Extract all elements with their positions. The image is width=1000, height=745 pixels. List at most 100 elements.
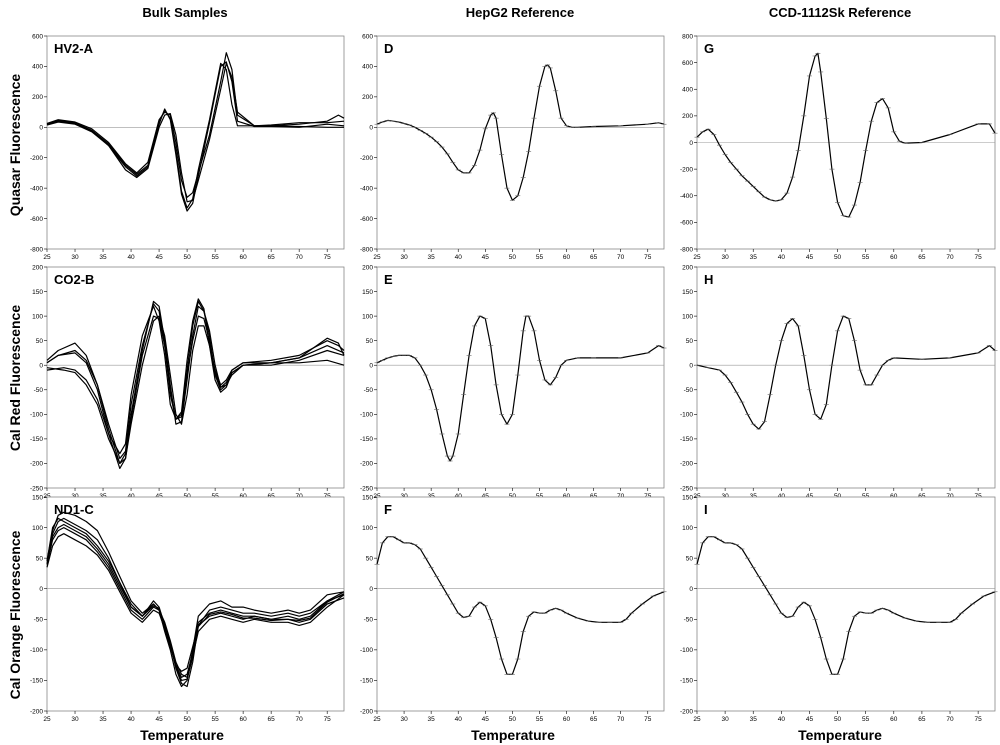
x-tick-label: 60 [240, 493, 248, 500]
y-tick-label: -150 [360, 678, 373, 685]
series-line [46, 315, 345, 469]
y-tick-label: 0 [39, 586, 43, 593]
x-tick-label: 35 [750, 254, 758, 261]
y-tick-label: 600 [682, 60, 693, 67]
series-line [46, 315, 345, 464]
panel-d: -800 -600 -400 -200 0 200 400 600 25 30 35 40 45 50 55… [360, 33, 667, 261]
y-tick-label: -400 [30, 185, 43, 192]
x-tick-label: 70 [617, 716, 625, 723]
x-tick-label: 40 [455, 254, 463, 261]
x-tick-label: 25 [373, 254, 381, 261]
y-tick-label: -800 [360, 246, 373, 253]
x-tick-label: 75 [975, 493, 983, 500]
x-tick-label: 25 [693, 493, 701, 500]
y-tick-label: 600 [362, 33, 373, 40]
y-tick-label: 0 [689, 586, 693, 593]
y-tick-label: 150 [32, 494, 43, 501]
x-tick-label: 70 [296, 254, 304, 261]
y-tick-label: 50 [366, 338, 374, 345]
y-tick-label: -250 [360, 485, 373, 492]
x-tick-label: 35 [99, 254, 107, 261]
y-tick-label: -200 [360, 461, 373, 468]
x-tick-label: 30 [400, 254, 408, 261]
x-tick-label: 75 [324, 493, 332, 500]
x-tick-label: 75 [975, 254, 983, 261]
x-tick-label: 30 [721, 254, 729, 261]
y-tick-label: -200 [680, 708, 693, 715]
x-tick-label: 50 [183, 493, 191, 500]
y-tick-label: -200 [30, 155, 43, 162]
y-tick-label: 200 [32, 94, 43, 101]
x-tick-label: 50 [183, 716, 191, 723]
y-tick-label: 0 [39, 125, 43, 132]
x-tick-label: 60 [890, 493, 898, 500]
series-line [376, 536, 665, 675]
x-tick-label: 45 [806, 254, 814, 261]
column-title-hepg2: HepG2 Reference [466, 5, 574, 20]
y-tick-label: 0 [369, 125, 373, 132]
x-tick-label: 40 [455, 493, 463, 500]
x-tick-label: 75 [644, 493, 652, 500]
x-tick-label: 75 [324, 716, 332, 723]
x-tick-label: 60 [890, 254, 898, 261]
x-tick-label: 35 [428, 716, 436, 723]
y-tick-label: 100 [682, 313, 693, 320]
column-title-ccd: CCD-1112Sk Reference [769, 5, 911, 20]
plot-area [696, 266, 996, 489]
y-tick-label: 150 [682, 289, 693, 296]
y-tick-label: -150 [680, 436, 693, 443]
x-tick-label: 30 [400, 493, 408, 500]
plot-area [376, 496, 665, 712]
x-tick-label: 35 [750, 493, 758, 500]
y-tick-label: -200 [30, 461, 43, 468]
x-tick-label: 50 [509, 254, 517, 261]
y-tick-label: -800 [680, 246, 693, 253]
x-tick-label: 70 [617, 254, 625, 261]
x-tick-label: 55 [211, 493, 219, 500]
x-tick-label: 35 [99, 716, 107, 723]
panel-co2-b: -250 -200 -150 -100 -50 0 50 100 150 200 25 30 35 40 4… [30, 264, 345, 500]
panel-e: -250 -200 -150 -100 -50 0 50 100 150 200 25 30 35 40 4… [360, 264, 667, 500]
x-tick-label: 25 [373, 716, 381, 723]
y-tick-label: 150 [362, 289, 373, 296]
x-axis-label-col3: Temperature [798, 727, 882, 743]
y-tick-label: 100 [682, 525, 693, 532]
y-tick-label: -100 [30, 647, 43, 654]
y-tick-label: 800 [682, 33, 693, 40]
y-tick-label: -100 [680, 647, 693, 654]
x-tick-label: 75 [324, 254, 332, 261]
y-tick-label: 0 [39, 363, 43, 370]
x-tick-label: 65 [268, 716, 276, 723]
y-tick-label: -250 [30, 485, 43, 492]
y-tick-label: 100 [362, 525, 373, 532]
y-tick-label: -200 [360, 708, 373, 715]
x-tick-label: 40 [127, 493, 135, 500]
y-tick-label: -600 [30, 216, 43, 223]
series-line [46, 523, 345, 681]
x-axis-label-col2: Temperature [471, 727, 555, 743]
x-tick-label: 70 [296, 493, 304, 500]
x-tick-label: 40 [778, 716, 786, 723]
y-tick-label: 100 [32, 525, 43, 532]
x-tick-label: 45 [155, 254, 163, 261]
y-tick-label: -50 [364, 387, 374, 394]
x-tick-label: 40 [778, 254, 786, 261]
panel-label: CO2-B [54, 272, 94, 287]
y-tick-label: 400 [682, 87, 693, 94]
x-tick-label: 65 [918, 493, 926, 500]
x-tick-label: 70 [617, 493, 625, 500]
x-tick-label: 25 [693, 716, 701, 723]
y-tick-label: 150 [32, 289, 43, 296]
x-tick-label: 55 [862, 254, 870, 261]
plot-area [46, 496, 345, 712]
x-tick-label: 65 [918, 254, 926, 261]
panel-label: ND1-C [54, 502, 94, 517]
x-tick-label: 65 [268, 493, 276, 500]
y-tick-label: -100 [360, 412, 373, 419]
y-tick-label: 0 [689, 363, 693, 370]
x-tick-label: 65 [590, 716, 598, 723]
x-tick-label: 55 [211, 716, 219, 723]
x-tick-label: 70 [946, 254, 954, 261]
